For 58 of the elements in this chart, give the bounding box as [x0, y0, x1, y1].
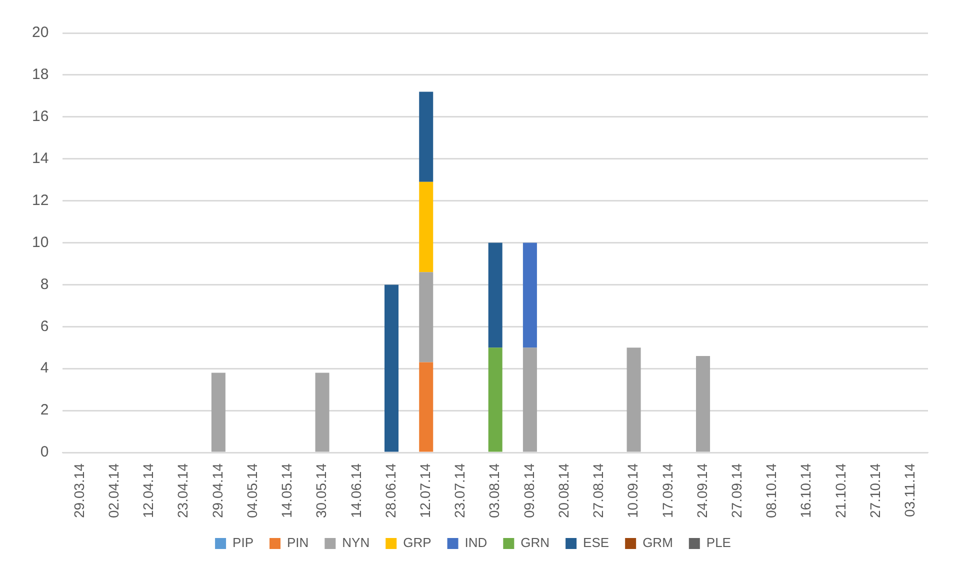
bar: [419, 362, 434, 452]
y-tick-label: 10: [32, 234, 49, 251]
legend-label: IND: [464, 535, 488, 550]
x-tick-label: 12.07.14: [416, 463, 433, 518]
x-tick-label: 24.09.14: [694, 463, 710, 518]
legend-label: GRM: [642, 535, 673, 550]
bar: [696, 356, 710, 452]
x-tick-label: 03.08.14: [486, 463, 502, 518]
bar: [626, 348, 641, 452]
bar: [488, 242, 502, 348]
bar: [211, 372, 226, 452]
x-tick-label: 04.05.14: [244, 463, 260, 518]
x-tick-label: 30.05.14: [313, 463, 330, 518]
bar: [522, 348, 537, 452]
y-tick-label: 18: [32, 66, 49, 84]
x-tick-label: 08.10.14: [763, 463, 780, 518]
x-tick-label: 02.04.14: [105, 463, 122, 518]
bar: [419, 182, 434, 272]
x-tick-label: 29.03.14: [70, 463, 87, 518]
x-tick-label: 28.06.14: [382, 463, 398, 518]
y-tick-label: 8: [40, 276, 49, 293]
x-tick-label: 21.10.14: [832, 463, 848, 518]
x-tick-label: 14.06.14: [348, 463, 364, 518]
legend-label: NYN: [342, 535, 370, 550]
y-tick-label: 12: [32, 192, 49, 209]
y-tick-label: 6: [40, 318, 49, 335]
y-tick-label: 16: [32, 108, 49, 126]
bar: [384, 284, 399, 452]
x-tick-label: 16.10.14: [798, 463, 814, 518]
y-tick-label: 4: [40, 360, 49, 377]
y-tick-label: 2: [40, 402, 49, 419]
bar: [419, 92, 434, 182]
x-tick-label: 10.09.14: [624, 463, 641, 518]
bar: [522, 242, 537, 348]
legend-label: GRN: [520, 535, 550, 550]
x-tick-label: 29.04.14: [209, 463, 226, 518]
y-tick-label: 0: [40, 444, 49, 461]
y-tick-label: 14: [32, 150, 49, 167]
y-tick-label: 20: [32, 24, 49, 42]
x-tick-label: 27.08.14: [590, 463, 606, 518]
legend-label: PIN: [286, 535, 309, 550]
x-tick-label: 17.09.14: [659, 463, 676, 518]
legend-label: GRP: [403, 535, 432, 550]
x-tick-label: 23.07.14: [452, 463, 468, 518]
x-tick-label: 27.09.14: [728, 463, 744, 518]
legend-label: PIP: [232, 535, 254, 550]
x-tick-label: 23.04.14: [174, 463, 191, 518]
x-tick-label: 14.05.14: [278, 463, 295, 518]
x-tick-label: 12.04.14: [140, 463, 156, 518]
x-tick-label: 27.10.14: [866, 463, 883, 518]
bar: [315, 372, 330, 452]
legend-label: PLE: [706, 535, 732, 550]
bar: [488, 348, 502, 452]
x-tick-label: 09.08.14: [520, 463, 537, 518]
x-tick-label: 03.11.14: [902, 463, 918, 517]
legend-label: ESE: [583, 535, 610, 550]
bar: [419, 272, 434, 362]
x-tick-label: 20.08.14: [555, 463, 572, 518]
